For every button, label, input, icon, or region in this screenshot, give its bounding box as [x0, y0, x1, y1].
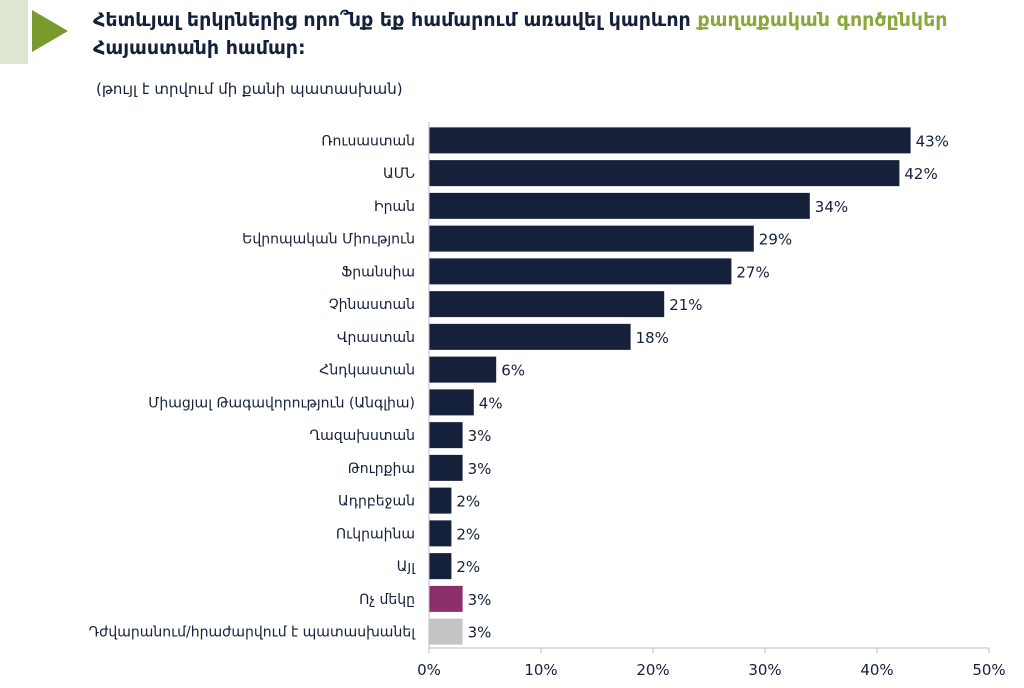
x-tick-label: 20% [636, 661, 669, 679]
x-tick-label: 0% [417, 661, 441, 679]
value-label: 3% [468, 460, 492, 478]
category-label: Չինաստան [329, 297, 415, 313]
value-label: 2% [456, 493, 480, 511]
bar [429, 356, 497, 383]
value-label: 34% [815, 198, 848, 216]
value-label: 3% [468, 427, 492, 445]
chart-subtitle: (թույլ է տրվում մի քանի պատասխան) [96, 80, 403, 98]
bar [429, 291, 665, 318]
bar [429, 553, 452, 580]
category-label: Եվրոպական Միություն [242, 232, 415, 248]
bar [429, 487, 452, 514]
value-label: 4% [479, 394, 503, 412]
bar [429, 422, 463, 449]
category-label: Ոչ մեկը [359, 592, 415, 608]
category-label: Այլ [397, 559, 417, 575]
bar [429, 454, 463, 481]
category-label: Ղազախստան [310, 428, 415, 444]
category-label: Իրան [374, 199, 415, 215]
title-highlight: քաղաքական գործընկեր [697, 9, 948, 31]
x-tick-label: 10% [524, 661, 557, 679]
value-label: 18% [636, 329, 669, 347]
chart-title: Հետևյալ երկրներից որո՞նք եք համարում առա… [93, 6, 993, 62]
bar [429, 389, 474, 416]
x-tick-label: 40% [860, 661, 893, 679]
bar [429, 520, 452, 547]
category-label: Ադրբեջան [338, 494, 415, 510]
value-label: 6% [501, 362, 525, 380]
category-label: Ուկրաինա [336, 526, 415, 542]
x-tick-label: 30% [748, 661, 781, 679]
value-label: 42% [904, 165, 937, 183]
category-label: Թուրքիա [348, 461, 415, 477]
bar [429, 127, 911, 154]
category-label: Վրաստան [337, 330, 415, 346]
bar [429, 258, 732, 285]
value-label: 3% [468, 591, 492, 609]
bar [429, 192, 810, 219]
value-label: 21% [669, 296, 702, 314]
value-label: 43% [916, 132, 949, 150]
bar [429, 160, 900, 187]
category-label: Ռուսաստան [321, 133, 415, 149]
category-label: ԱՄՆ [383, 166, 415, 182]
title-part2: Հայաստանի համար: [93, 37, 306, 59]
bar [429, 323, 631, 350]
value-label: 29% [759, 231, 792, 249]
slide-marker-icon [0, 0, 78, 64]
bar [429, 618, 463, 645]
category-label: Ֆրանսիա [341, 264, 415, 280]
title-part1: Հետևյալ երկրներից որո՞նք եք համարում առա… [93, 9, 698, 31]
value-label: 3% [468, 624, 492, 642]
category-label: Հնդկաստան [319, 363, 415, 379]
category-label: Միացյալ Թագավորություն (Անգլիա) [148, 395, 415, 411]
bar [429, 585, 463, 612]
x-tick-label: 50% [972, 661, 1005, 679]
category-label: Դժվարանում/հրաժարվում է պատասխանել [89, 625, 417, 641]
value-label: 27% [736, 263, 769, 281]
value-label: 2% [456, 525, 480, 543]
bar [429, 225, 754, 252]
value-label: 2% [456, 558, 480, 576]
